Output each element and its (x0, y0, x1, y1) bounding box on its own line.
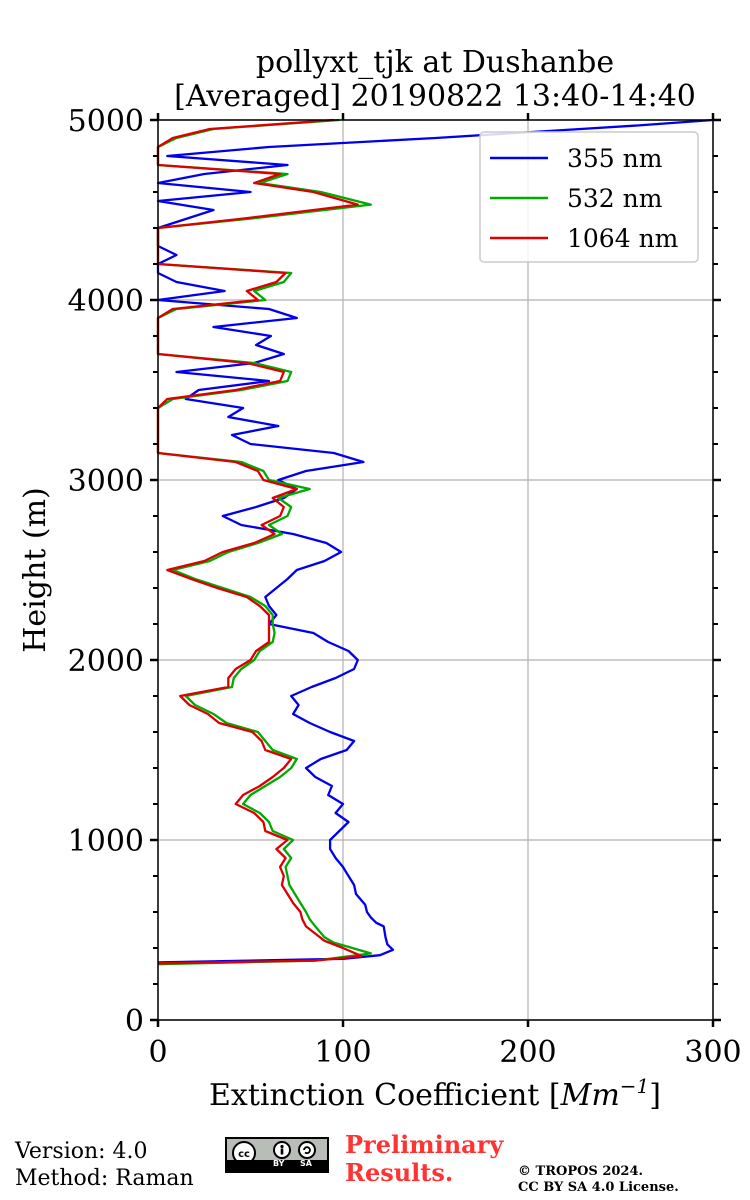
cc-icon (232, 1141, 256, 1162)
version-text: Version: 4.0 (15, 1139, 148, 1164)
legend-label: 1064 nm (567, 224, 679, 253)
copyright-line2: CC BY SA 4.0 License. (518, 1180, 679, 1195)
y-tick-label: 4000 (68, 284, 144, 319)
cc-label-bar: BY SA (227, 1159, 327, 1171)
share-alike-icon (298, 1141, 316, 1159)
x-tick-label: 100 (314, 1035, 371, 1070)
y-tick-label: 5000 (68, 104, 144, 139)
legend: 355 nm 532 nm 1064 nm (479, 131, 699, 263)
x-axis-label-text: Extinction Coefficient [ (209, 1078, 561, 1113)
plot-frame (157, 119, 714, 1021)
legend-label: 532 nm (567, 184, 663, 213)
x-tick-label: 200 (499, 1035, 556, 1070)
method-text: Method: Raman (15, 1166, 194, 1191)
series-line-355-nm (156, 118, 714, 964)
x-axis-label-unit: Mm (560, 1078, 620, 1113)
y-tick-label: 0 (125, 1004, 144, 1039)
cc-sa-label: SA (300, 1159, 312, 1168)
x-tick-label: 0 (148, 1035, 167, 1070)
chart-title-line2: [Averaged] 20190822 13:40-14:40 (174, 79, 696, 114)
x-axis-label-close: ] (649, 1078, 661, 1113)
svg-text:cc: cc (238, 1149, 250, 1160)
x-axis-label-exponent: −1 (620, 1074, 649, 1098)
legend-label: 355 nm (567, 144, 663, 173)
copyright-line1: © TROPOS 2024. (518, 1164, 644, 1179)
y-tick-label: 1000 (68, 824, 144, 859)
preliminary-line1: Preliminary (345, 1130, 504, 1159)
y-tick-label: 3000 (68, 464, 144, 499)
preliminary-line2: Results. (345, 1158, 454, 1187)
series-line-532-nm (156, 118, 372, 966)
x-tick-label: 300 (684, 1035, 741, 1070)
series-line-1064-nm (156, 118, 363, 965)
y-axis-label: Height (m) (18, 487, 53, 652)
x-axis-label: Extinction Coefficient [Mm−1] (209, 1074, 661, 1113)
cc-icons: cc (232, 1141, 316, 1162)
legend-box (479, 131, 699, 263)
y-tick-label: 2000 (68, 644, 144, 679)
chart-title-line1: pollyxt_tjk at Dushanbe (256, 45, 614, 80)
cc-license-badge: cc BY SA (225, 1137, 329, 1173)
cc-by-label: BY (273, 1159, 285, 1168)
series-layer (156, 118, 714, 966)
